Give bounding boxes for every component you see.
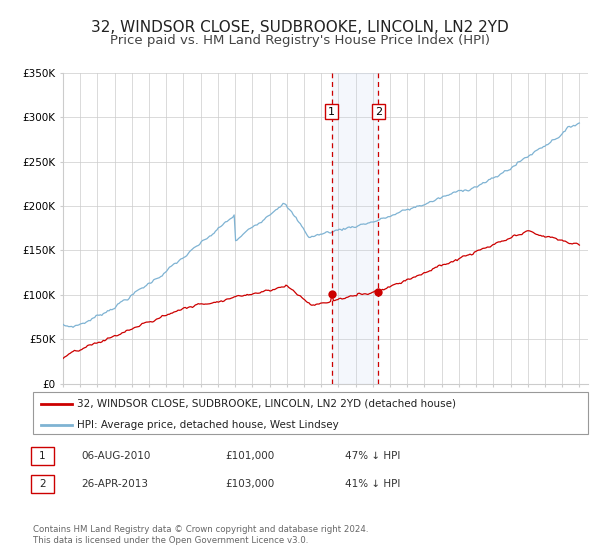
FancyBboxPatch shape <box>33 392 588 434</box>
Text: Contains HM Land Registry data © Crown copyright and database right 2024.: Contains HM Land Registry data © Crown c… <box>33 525 368 534</box>
Text: 1: 1 <box>39 451 46 461</box>
Text: 32, WINDSOR CLOSE, SUDBROOKE, LINCOLN, LN2 2YD (detached house): 32, WINDSOR CLOSE, SUDBROOKE, LINCOLN, L… <box>77 399 457 409</box>
Text: This data is licensed under the Open Government Licence v3.0.: This data is licensed under the Open Gov… <box>33 536 308 545</box>
Text: 41% ↓ HPI: 41% ↓ HPI <box>345 479 400 489</box>
Text: Price paid vs. HM Land Registry's House Price Index (HPI): Price paid vs. HM Land Registry's House … <box>110 34 490 46</box>
Text: £103,000: £103,000 <box>225 479 274 489</box>
Text: HPI: Average price, detached house, West Lindsey: HPI: Average price, detached house, West… <box>77 420 339 430</box>
Text: 06-AUG-2010: 06-AUG-2010 <box>81 451 151 461</box>
Text: 26-APR-2013: 26-APR-2013 <box>81 479 148 489</box>
Text: £101,000: £101,000 <box>225 451 274 461</box>
Bar <box>332 73 379 384</box>
Text: 1: 1 <box>328 106 335 116</box>
Text: 2: 2 <box>375 106 382 116</box>
Text: 2: 2 <box>39 479 46 489</box>
Text: 47% ↓ HPI: 47% ↓ HPI <box>345 451 400 461</box>
Text: 32, WINDSOR CLOSE, SUDBROOKE, LINCOLN, LN2 2YD: 32, WINDSOR CLOSE, SUDBROOKE, LINCOLN, L… <box>91 20 509 35</box>
